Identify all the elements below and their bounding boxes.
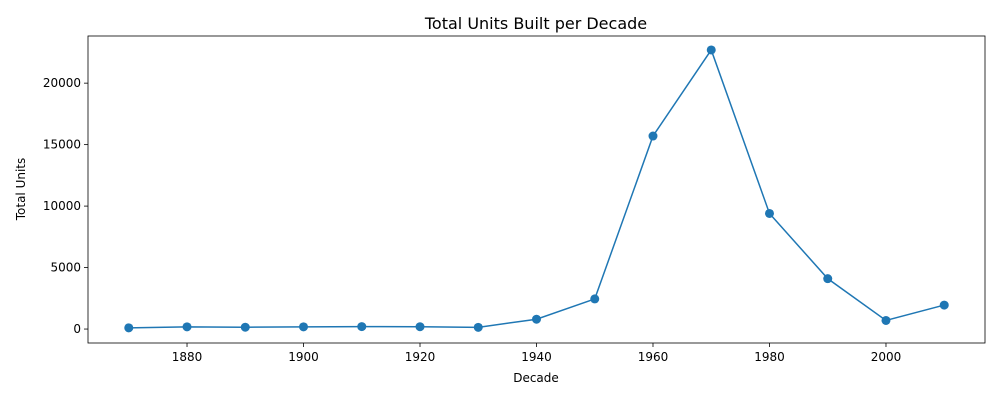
data-point [473,322,483,332]
y-tick-label: 10000 [43,199,81,213]
data-point [881,315,891,325]
x-tick-label: 1980 [754,350,785,364]
data-point [124,323,134,333]
data-point [357,322,367,332]
data-point [764,208,774,218]
data-point [182,322,192,332]
y-tick-label: 0 [73,322,81,336]
plot-area [87,35,986,344]
data-point [823,274,833,284]
y-axis: 0 5000 10000 15000 20000 [43,76,88,336]
x-tick-label: 1920 [405,350,436,364]
x-axis: 1880 1900 1920 1940 1960 1980 2000 [172,343,902,364]
y-axis-label: Total Units [14,158,28,222]
chart-title: Total Units Built per Decade [424,14,647,33]
data-point [240,322,250,332]
data-point [415,322,425,332]
data-point [590,294,600,304]
y-tick-label: 15000 [43,138,81,152]
x-tick-label: 1960 [638,350,669,364]
data-point [299,322,309,332]
data-point [706,45,716,55]
data-point [648,131,658,141]
x-axis-label: Decade [513,371,559,385]
x-tick-label: 1940 [521,350,552,364]
x-tick-label: 1900 [288,350,319,364]
x-tick-label: 1880 [172,350,203,364]
y-tick-label: 5000 [50,261,81,275]
series-points [124,45,949,333]
x-tick-label: 2000 [871,350,902,364]
series-line [128,48,945,329]
data-point [939,300,949,310]
data-point [532,314,541,324]
y-tick-label: 20000 [43,76,81,90]
